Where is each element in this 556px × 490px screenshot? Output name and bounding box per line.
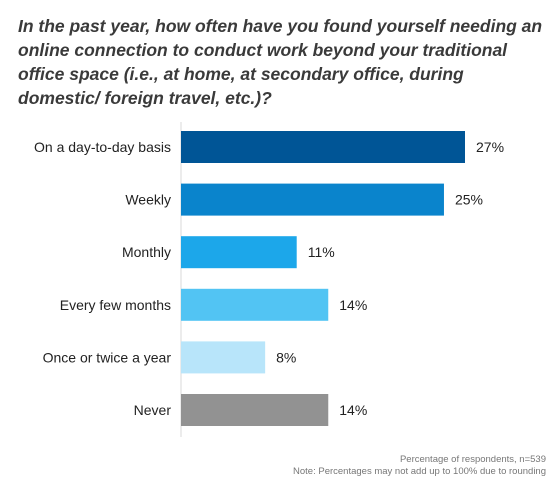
value-label-5: 14%	[339, 402, 367, 418]
bar-5	[181, 394, 329, 426]
bar-0	[181, 131, 465, 163]
bar-2	[181, 236, 297, 269]
category-label-4: Once or twice a year	[43, 349, 172, 365]
value-label-2: 11%	[308, 244, 335, 260]
sample-note: Percentage of respondents, n=539	[399, 454, 546, 465]
rounding-note: Note: Percentages may not add up to 100%…	[293, 466, 546, 477]
bars-group: On a day-to-day basis 27% Weekly 25% Monthly…	[34, 131, 504, 426]
category-label-2: Monthly	[122, 244, 171, 260]
category-label-1: Weekly	[125, 192, 171, 208]
category-label-3: Every few months	[60, 297, 171, 313]
value-label-4: 8%	[276, 349, 296, 365]
bar-4	[181, 341, 266, 374]
bar-3	[181, 288, 329, 321]
category-label-0: On a day-to-day basis	[34, 139, 171, 155]
chart-title: In the past year, how often have you fou…	[18, 16, 543, 108]
value-label-3: 14%	[339, 297, 367, 313]
value-label-1: 25%	[455, 192, 483, 208]
category-label-5: Never	[134, 402, 172, 418]
bar-1	[181, 183, 444, 216]
value-label-0: 27%	[476, 139, 504, 155]
